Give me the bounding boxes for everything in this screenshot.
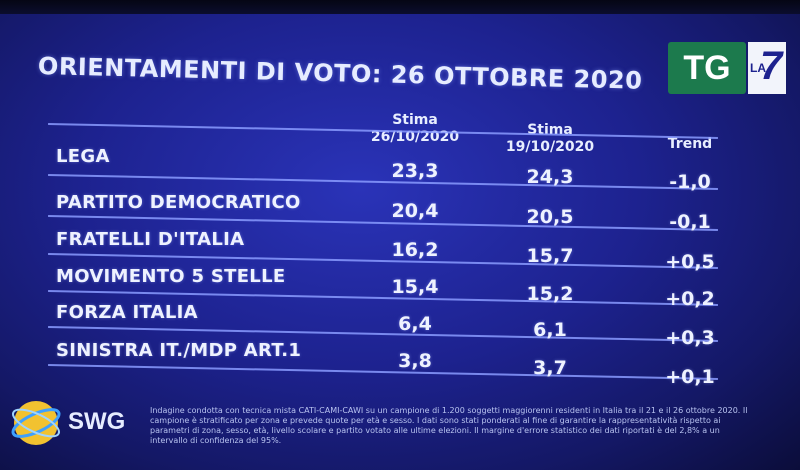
value-trend: -1,0 — [669, 171, 711, 193]
party-name: FRATELLI D'ITALIA — [56, 229, 245, 250]
page-title: ORIENTAMENTI DI VOTO: 26 OTTOBRE 2020 — [37, 52, 643, 95]
methodology-note: Indagine condotta con tecnica mista CATI… — [150, 406, 748, 445]
value-stima-26: 23,3 — [391, 160, 439, 182]
value-stima-19: 3,7 — [533, 357, 567, 379]
header-trend: Trend — [667, 136, 713, 152]
value-stima-26: 3,8 — [398, 350, 432, 372]
value-stima-26: 20,4 — [391, 200, 439, 222]
value-stima-19: 20,5 — [526, 206, 574, 228]
party-name: LEGA — [56, 146, 110, 167]
value-trend: +0,3 — [665, 327, 715, 349]
la-logo-text: LA — [750, 61, 766, 75]
value-stima-26: 6,4 — [398, 313, 432, 335]
tg-la7-logo: TG LA 7 — [668, 42, 786, 94]
value-stima-19: 6,1 — [533, 319, 567, 341]
party-name: FORZA ITALIA — [56, 302, 198, 323]
la-logo-panel: LA — [748, 42, 786, 94]
value-stima-26: 15,4 — [391, 276, 439, 298]
value-trend: +0,5 — [665, 251, 715, 273]
party-name: SINISTRA IT./MDP ART.1 — [56, 340, 302, 361]
party-name: MOVIMENTO 5 STELLE — [56, 266, 286, 287]
swg-logo-text: SWG — [68, 408, 126, 435]
value-trend: +0,2 — [665, 288, 715, 310]
value-stima-19: 24,3 — [526, 166, 574, 188]
seven-logo-text: 7 — [760, 44, 783, 88]
value-stima-26: 16,2 — [391, 239, 439, 261]
header-stima-19: Stima 19/10/2020 — [500, 122, 600, 156]
header-stima-19-line2: 19/10/2020 — [505, 139, 595, 155]
header-stima-26-line1: Stima — [392, 112, 438, 128]
tg-logo-text: TG — [668, 42, 746, 94]
party-name: PARTITO DEMOCRATICO — [56, 192, 301, 213]
screen-bezel — [0, 0, 800, 14]
value-stima-19: 15,7 — [526, 245, 574, 267]
header-stima-19-line1: Stima — [527, 122, 573, 138]
value-trend: +0,1 — [665, 366, 715, 388]
value-stima-19: 15,2 — [526, 283, 574, 305]
swg-globe-icon — [11, 401, 61, 445]
value-trend: -0,1 — [669, 211, 711, 233]
